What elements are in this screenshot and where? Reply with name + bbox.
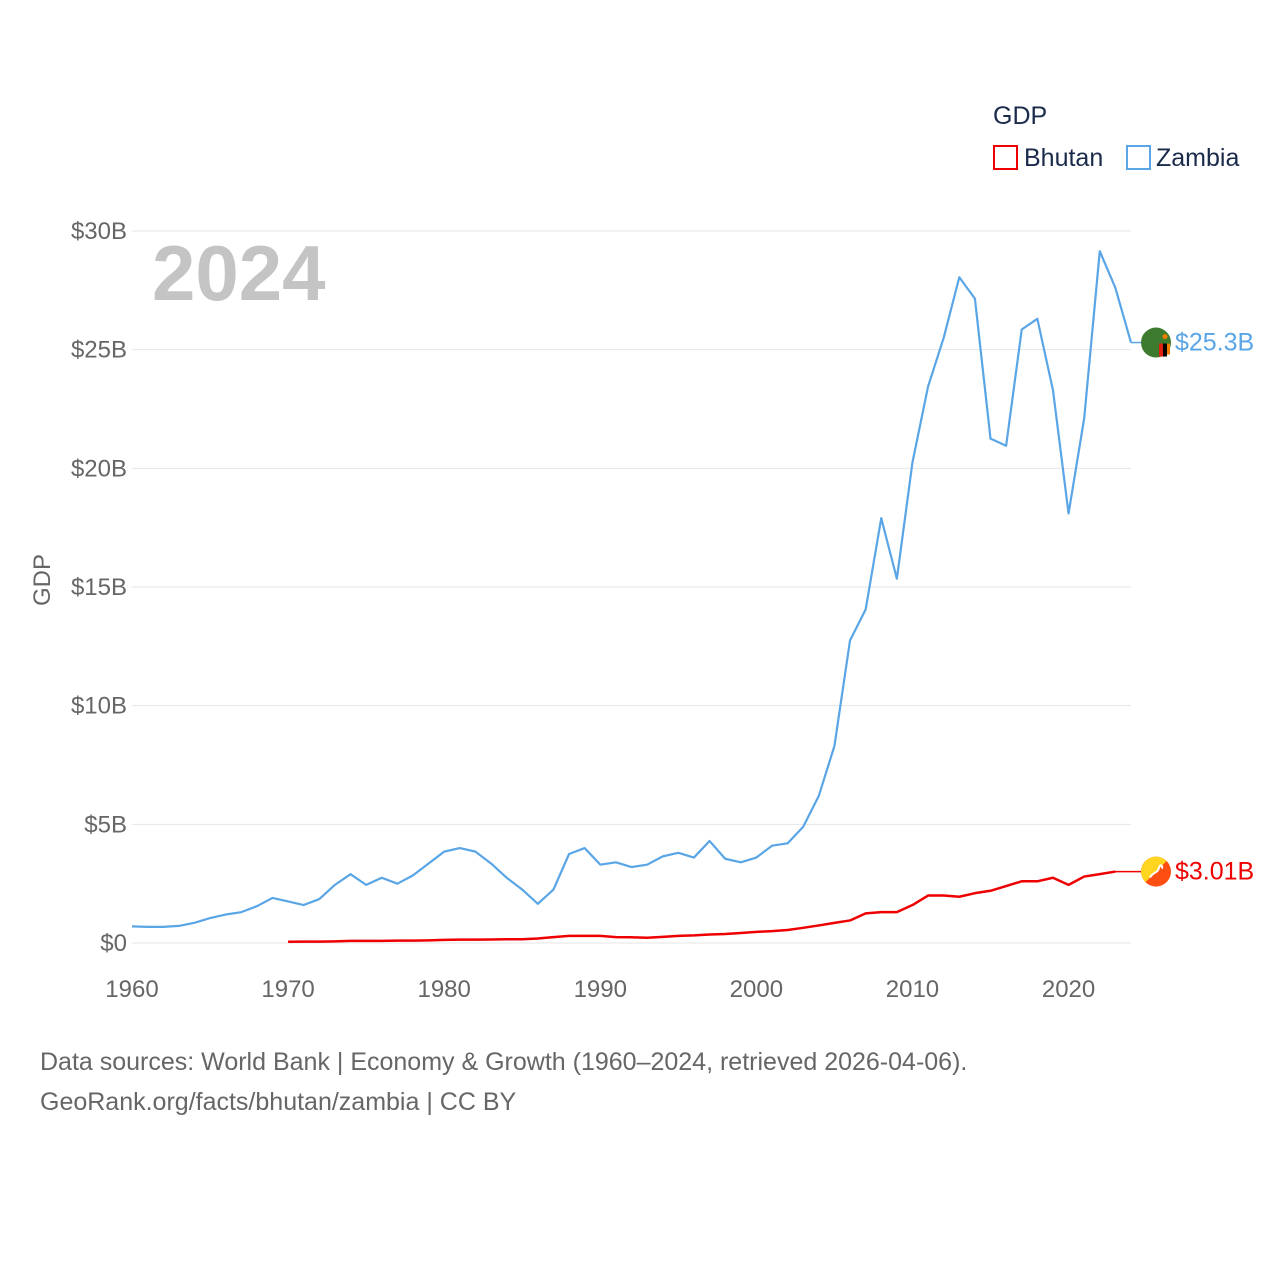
x-axis-ticks: 1960 1970 1980 1990 2000 2010 2020: [105, 976, 1095, 1003]
x-tick-label: 1960: [105, 976, 158, 1003]
zambia-flag-icon: [1141, 327, 1171, 358]
legend-item-zambia[interactable]: Zambia: [1126, 144, 1239, 172]
series: [131, 250, 1133, 944]
legend-swatch-zambia: [1126, 145, 1151, 170]
bhutan-end-value: $3.01B: [1175, 858, 1254, 886]
legend-label-bhutan: Bhutan: [1024, 144, 1103, 172]
y-tick-label: $5B: [84, 811, 127, 838]
series-line-zambia[interactable]: [131, 250, 1133, 928]
end-marker-bhutan: $3.01B: [1115, 856, 1254, 887]
x-tick-label: 1970: [261, 976, 314, 1003]
y-tick-label: $10B: [71, 693, 127, 720]
legend-title: GDP: [993, 102, 1047, 130]
legend-item-bhutan[interactable]: Bhutan: [993, 144, 1103, 172]
x-tick-label: 2020: [1042, 976, 1095, 1003]
year-watermark: 2024: [152, 229, 326, 317]
y-tick-label: $30B: [71, 218, 127, 245]
source-note: Data sources: World Bank | Economy & Gro…: [40, 1042, 967, 1122]
source-line-2[interactable]: GeoRank.org/facts/bhutan/zambia | CC BY: [40, 1088, 517, 1116]
legend: GDP Bhutan Zambia: [993, 102, 1239, 172]
y-tick-label: $25B: [71, 337, 127, 364]
y-tick-label: $20B: [71, 455, 127, 482]
grid: [132, 230, 1131, 944]
y-axis-title: GDP: [29, 554, 56, 606]
x-tick-label: 2000: [730, 976, 783, 1003]
zambia-end-value: $25.3B: [1175, 329, 1254, 357]
y-tick-label: $0: [100, 930, 127, 957]
x-tick-label: 1980: [417, 976, 470, 1003]
x-tick-label: 2010: [886, 976, 939, 1003]
y-tick-label: $15B: [71, 574, 127, 601]
legend-swatch-bhutan: [993, 145, 1018, 170]
source-line-1: Data sources: World Bank | Economy & Gro…: [40, 1048, 968, 1076]
legend-label-zambia: Zambia: [1156, 144, 1239, 172]
gdp-line-chart: $0$5B$10B$15B$20B$25B$30B 1960 1970 1980 19…: [29, 102, 1254, 1003]
series-line-bhutan[interactable]: [288, 870, 1116, 944]
end-marker-zambia: $25.3B: [1131, 327, 1254, 358]
bhutan-flag-icon: [1141, 856, 1171, 887]
x-tick-label: 1990: [574, 976, 627, 1003]
y-axis-ticks: $0 $5B $10B $15B $20B $25B $30B: [71, 218, 127, 957]
